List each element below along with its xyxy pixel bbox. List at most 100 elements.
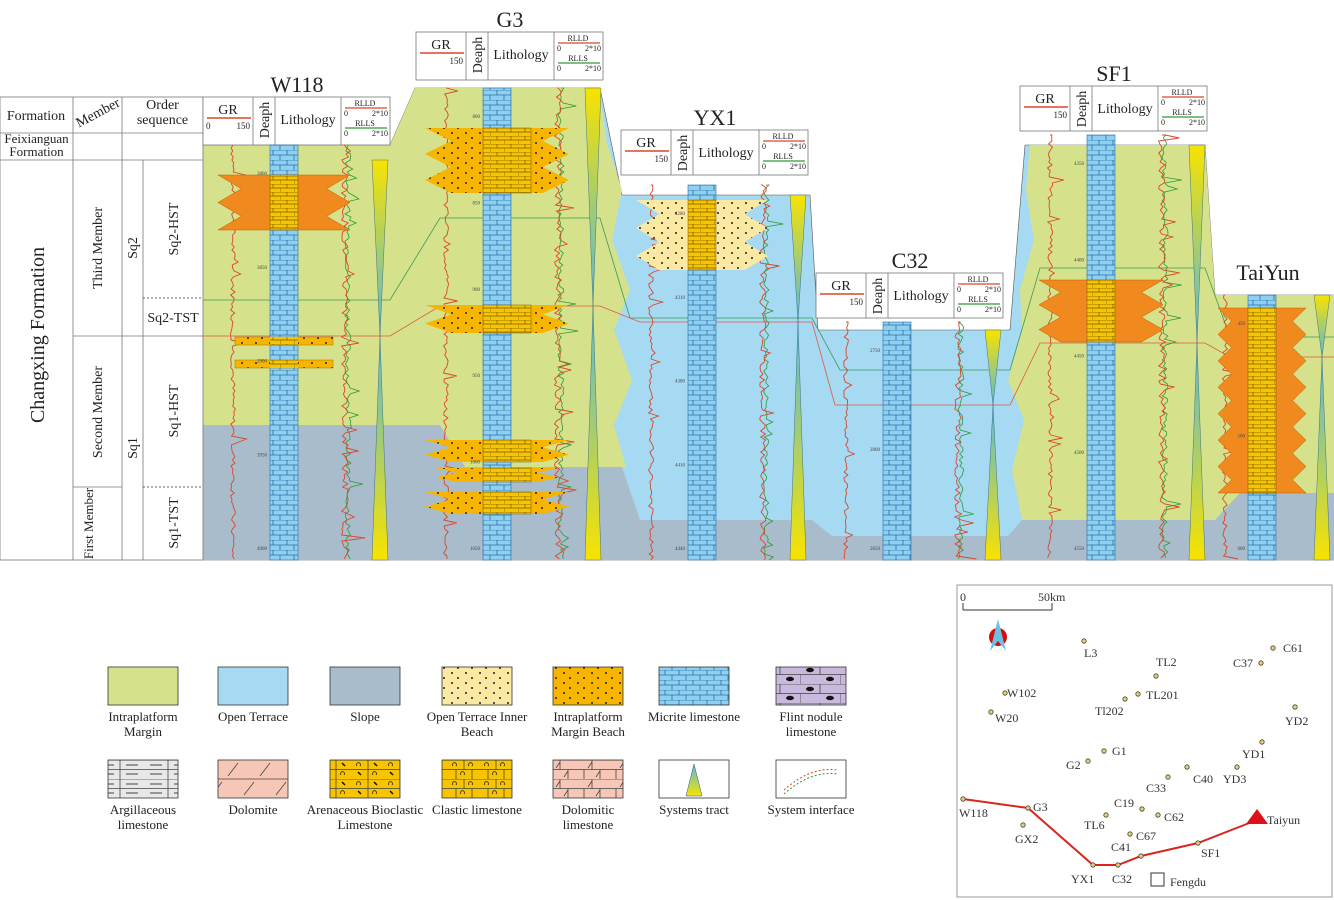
gr-label: GR: [831, 279, 851, 294]
depth-tick: 500: [1238, 435, 1246, 440]
map-well-label: C40: [1193, 772, 1213, 786]
well-point-icon: [1103, 812, 1109, 818]
map-well-label: G3: [1033, 800, 1048, 814]
systems-tract-triangle: [789, 194, 807, 323]
well-title: C32: [892, 248, 929, 273]
map-label-taiyun: Taiyun: [1267, 813, 1300, 827]
depth-tick: 2750: [870, 349, 881, 354]
well-point-icon: [1292, 704, 1298, 710]
well-point-icon: [1085, 758, 1091, 764]
well-point-icon: [1184, 764, 1190, 770]
map-well-c41: C41: [1111, 840, 1144, 859]
beach-body: [217, 174, 351, 231]
well-point-icon: [1081, 638, 1087, 644]
beach-body: [425, 491, 569, 515]
rlls-curve: [762, 184, 784, 561]
flint-nodule-limestone-swatch: [775, 666, 847, 706]
rlls-max: 2*10: [1189, 118, 1205, 127]
well-title: W118: [271, 72, 324, 97]
well-point-icon: [1153, 673, 1159, 679]
lithology-column: [1086, 134, 1116, 561]
depth-tick: 3800: [257, 172, 268, 177]
rlls-label: RLLS: [773, 152, 793, 161]
scale-bar: [962, 603, 1053, 611]
well-point-icon: [1234, 764, 1240, 770]
intraplatform-margin-beach-swatch: [552, 666, 624, 706]
sequence-boundary-line: [203, 217, 1334, 371]
depth-label: Deaph: [471, 37, 486, 74]
gr-curve: [647, 184, 668, 561]
legend-item-system-interface: System interface: [768, 759, 855, 817]
legend-item-open-terrace: Open Terrace: [217, 666, 289, 724]
lithology-label: Lithology: [493, 48, 548, 63]
map-well-yd1: YD1: [1242, 739, 1265, 761]
map-well-label: SF1: [1201, 846, 1220, 860]
legend-label: Arenaceous Bioclastic Limestone: [307, 802, 424, 832]
gr-label: GR: [218, 103, 238, 118]
map-well-label: YX1: [1071, 872, 1094, 886]
rlls-label: RLLS: [968, 295, 988, 304]
rlls-curve: [1161, 134, 1182, 559]
map-well-label: L3: [1084, 646, 1097, 660]
depth-tick: 4380: [675, 380, 686, 385]
well-point-icon: [1139, 806, 1145, 812]
map-well-label: G2: [1066, 758, 1081, 772]
member-third: Third Member: [91, 207, 106, 289]
open-terrace-inner-beach-swatch: [441, 666, 513, 706]
systems-tract-triangle: [371, 335, 389, 561]
legend-item-micrite-limestone: Micrite limestone: [648, 666, 740, 724]
rlls-max: 2*10: [372, 129, 388, 138]
rlld-label: RLLD: [568, 34, 589, 43]
systems-tract-triangle: [1313, 356, 1331, 561]
depth-tick: 2850: [870, 547, 881, 552]
slope-swatch: [329, 666, 401, 706]
rlls-min: 0: [762, 162, 766, 171]
rlld-curve: [759, 184, 780, 561]
systems-tract-triangle: [789, 321, 807, 561]
depth-tick: 4450: [1074, 355, 1085, 360]
tract-sq2-tst: Sq2-TST: [147, 311, 199, 326]
scale-zero: 0: [960, 590, 966, 604]
systems-tract-triangle: [1188, 144, 1206, 344]
member-second: Second Member: [91, 366, 106, 458]
legend-item-arenaceous-bioclastic-limestone: Arenaceous Bioclastic Limestone: [307, 759, 424, 832]
systems-tract-triangle: [984, 329, 1002, 406]
rlld-label: RLLD: [773, 132, 794, 141]
depth-label: Deaph: [871, 278, 886, 315]
well-point-icon: [1115, 862, 1121, 868]
tract-sq2-hst: Sq2-HST: [167, 202, 182, 255]
map-well-yx1: YX1: [1071, 862, 1096, 886]
feixianguan-formation-label: Feixianguan Formation: [4, 132, 68, 158]
legend-item-open-terrace-inner-beach: Open Terrace Inner Beach: [427, 666, 527, 739]
map-well-label: Tl202: [1095, 704, 1124, 718]
rlld-min: 0: [344, 109, 348, 118]
gr-max: 150: [655, 154, 669, 164]
north-arrow-icon: [989, 619, 1007, 651]
rlls-min: 0: [957, 305, 961, 314]
map-well-c61: C61: [1270, 641, 1303, 655]
sequence-sq2: Sq2: [126, 237, 141, 259]
lithology-label: Lithology: [893, 289, 948, 304]
well-point-icon: [1165, 774, 1171, 780]
map-well-label: TL6: [1084, 818, 1105, 832]
well-point-icon: [1258, 660, 1264, 666]
well-point-icon: [1195, 840, 1201, 846]
map-well-tl202: Tl202: [1095, 696, 1128, 718]
depth-tick: 4000: [257, 547, 268, 552]
map-well-c67: C67: [1127, 829, 1156, 843]
gr-max: 150: [450, 56, 464, 66]
legend-label: Open Terrace: [218, 709, 288, 724]
rlld-label: RLLD: [1172, 88, 1193, 97]
map-well-sf1: SF1: [1195, 840, 1220, 860]
well-point-icon: [1259, 739, 1265, 745]
legend-label: System interface: [768, 802, 855, 817]
well-point-icon: [1090, 862, 1096, 868]
beach-body: [1217, 307, 1307, 494]
map-well-gx2: GX2: [1015, 822, 1038, 846]
map-well-label: YD3: [1223, 772, 1246, 786]
lithology-label: Lithology: [280, 113, 335, 128]
gr-min: 0: [206, 121, 211, 131]
